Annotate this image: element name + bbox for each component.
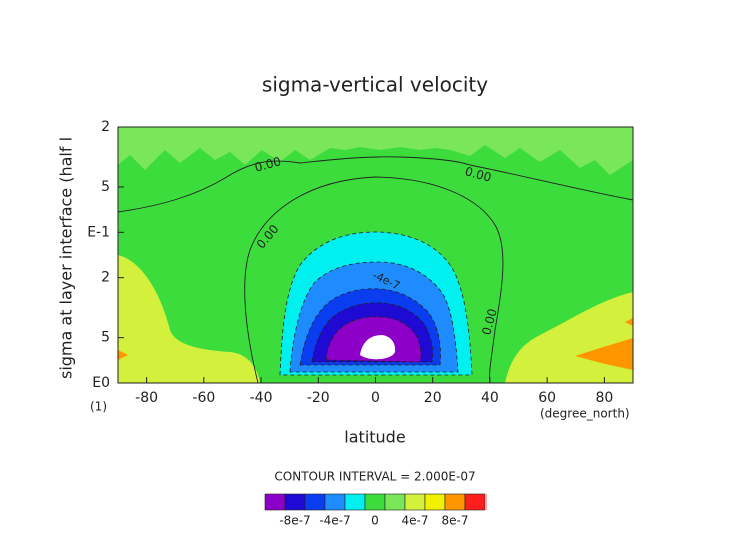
colorbar-label: -8e-7 <box>279 514 310 528</box>
y-axis-label: sigma at layer interface (half l <box>57 137 76 379</box>
x-axis-label: latitude <box>344 428 405 447</box>
x-tick-label: 40 <box>481 390 499 406</box>
y-unit: (1) <box>90 400 107 414</box>
colorbar-box <box>304 493 326 511</box>
contour-label: 0.00 <box>479 307 499 336</box>
colorbar-box <box>485 494 487 510</box>
x-tick-label: 0 <box>371 390 380 406</box>
y-tick-label: E-1 <box>87 224 110 240</box>
x-tick-label: 60 <box>538 390 556 406</box>
y-tick-label: E0 <box>92 375 110 391</box>
x-tick-label: -60 <box>192 390 215 406</box>
contour-line-negative <box>325 316 422 363</box>
colorbar-box <box>364 493 386 511</box>
colorbar-label: 4e-7 <box>402 514 429 528</box>
y-tick-label: 2 <box>101 119 110 135</box>
contour-fill-beyond <box>360 335 396 360</box>
x-unit: (degree_north) <box>540 407 630 421</box>
y-tick-label: 5 <box>101 179 110 195</box>
chart-title: sigma-vertical velocity <box>262 73 488 97</box>
y-tick-label: 2 <box>101 270 110 286</box>
colorbar-label: 0 <box>371 514 379 528</box>
x-tick-label: -40 <box>250 390 273 406</box>
x-tick-label: 20 <box>424 390 442 406</box>
contour-line-negative <box>289 261 459 373</box>
colorbar-box <box>444 493 466 511</box>
contour-fill <box>118 255 260 383</box>
x-tick-label: -20 <box>307 390 330 406</box>
contour-line <box>244 176 504 383</box>
colorbar-box <box>324 493 346 511</box>
plot-area: 0.00 0.000.000.00-4e-7 <box>118 127 633 383</box>
colorbar-box <box>344 493 366 511</box>
contour-line-negative <box>279 231 473 376</box>
contour-line <box>118 156 633 213</box>
contour-line-negative <box>311 302 434 363</box>
contour-interval: CONTOUR INTERVAL = 2.000E-07 <box>274 470 475 484</box>
contour-label: 0.00 <box>463 164 492 184</box>
colorbar-box <box>264 493 286 511</box>
colorbar-box <box>284 493 306 511</box>
colorbar-box <box>404 493 426 511</box>
contour-fill <box>625 318 633 326</box>
contour-fill <box>118 127 633 175</box>
field: 0.00 0.000.000.00-4e-7 <box>118 127 633 383</box>
contour-fill <box>118 350 128 360</box>
colorbar-label: 8e-7 <box>442 514 469 528</box>
y-tick-label: 5 <box>101 330 110 346</box>
contour-line-negative <box>299 288 441 366</box>
colorbar-box <box>384 493 406 511</box>
contour-fill <box>575 338 633 370</box>
x-tick-label: -80 <box>135 390 158 406</box>
colorbar-box <box>464 493 486 511</box>
colorbar-box <box>424 493 446 511</box>
x-tick-label: 80 <box>595 390 613 406</box>
colorbar-label: -4e-7 <box>319 514 350 528</box>
contour-label: 0.00 <box>253 154 282 174</box>
